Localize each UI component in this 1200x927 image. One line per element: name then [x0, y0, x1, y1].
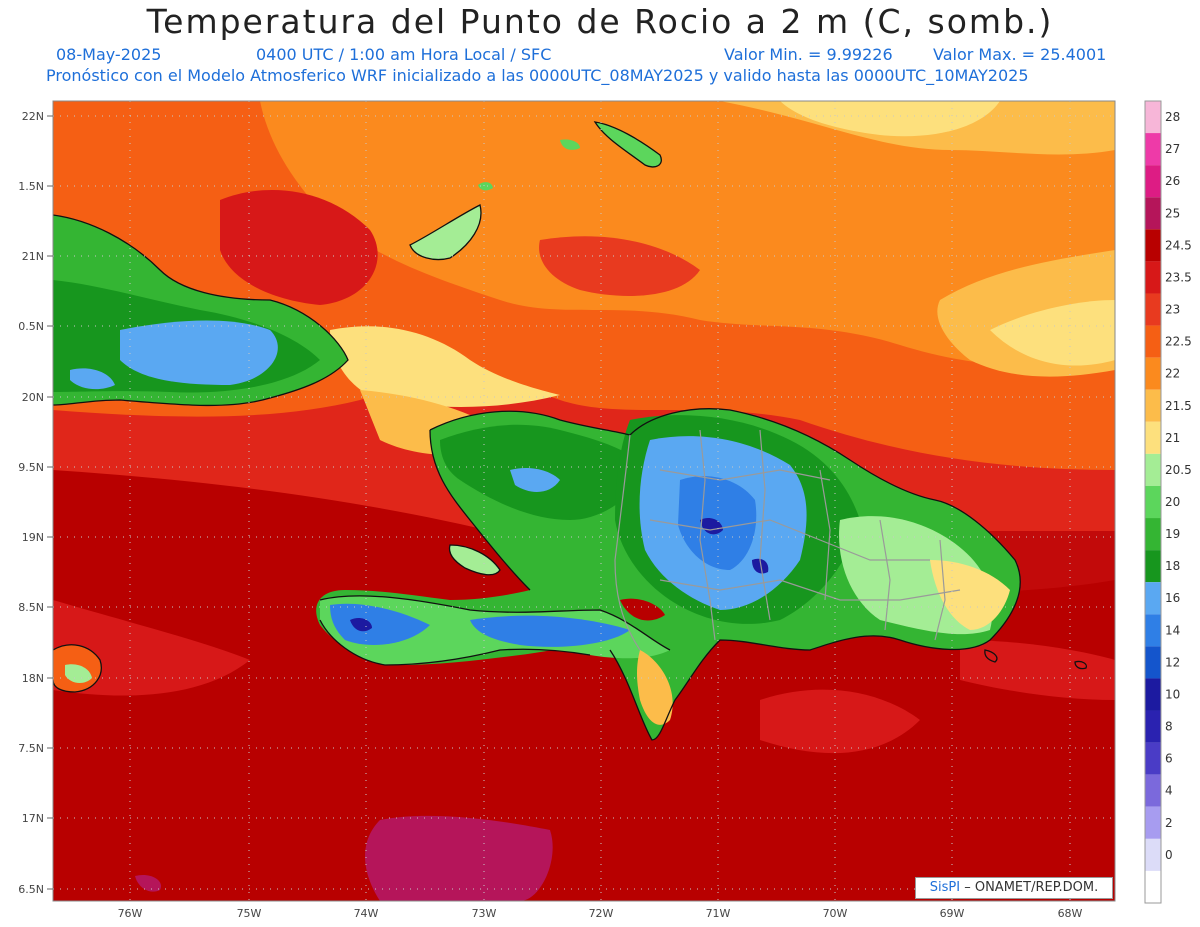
- lat-ticks: [47, 115, 53, 890]
- legend-swatch: [1145, 870, 1161, 903]
- legend-label: 6: [1165, 752, 1173, 766]
- legend-label: 23.5: [1165, 270, 1192, 284]
- lat-label: 9.5N: [18, 461, 44, 474]
- legend-swatch: [1145, 710, 1161, 743]
- lat-label: 7.5N: [18, 742, 44, 755]
- legend-swatch: [1145, 582, 1161, 615]
- lon-label: 74W: [354, 907, 379, 920]
- lat-label: 1.5N: [18, 180, 44, 193]
- lat-label: 17N: [22, 812, 44, 825]
- legend-swatch: [1145, 293, 1161, 326]
- lon-label: 70W: [823, 907, 848, 920]
- legend-swatch: [1145, 742, 1161, 775]
- legend-label: 21: [1165, 431, 1180, 445]
- lat-label: 20N: [22, 391, 44, 404]
- forecast-time: 0400 UTC / 1:00 am Hora Local / SFC: [256, 45, 552, 64]
- legend-swatch: [1145, 838, 1161, 871]
- lon-label: 71W: [706, 907, 731, 920]
- min-value: Valor Min. = 9.99226: [724, 45, 893, 64]
- legend-swatch: [1145, 229, 1161, 262]
- legend-swatch: [1145, 389, 1161, 422]
- legend-swatch: [1145, 325, 1161, 358]
- lon-label: 73W: [472, 907, 497, 920]
- lat-label: 19N: [22, 531, 44, 544]
- lat-axis: 22N 1.5N 21N 0.5N 20N 9.5N 19N 8.5N 18N …: [18, 110, 44, 896]
- legend-swatch: [1145, 133, 1161, 166]
- legend-swatch: [1145, 261, 1161, 294]
- legend-label: 20.5: [1165, 463, 1192, 477]
- legend-swatch: [1145, 774, 1161, 807]
- legend-swatch: [1145, 101, 1161, 134]
- legend-label: 4: [1165, 784, 1173, 798]
- legend-swatch: [1145, 646, 1161, 679]
- lat-label: 22N: [22, 110, 44, 123]
- lon-axis: 76W 75W 74W 73W 72W 71W 70W 69W 68W: [118, 907, 1083, 920]
- legend-label: 23: [1165, 303, 1180, 317]
- legend-label: 0: [1165, 848, 1173, 862]
- forecast-date: 08-May-2025: [56, 45, 162, 64]
- legend-label: 24.5: [1165, 238, 1192, 252]
- lat-label: 8.5N: [18, 601, 44, 614]
- lat-label: 0.5N: [18, 320, 44, 333]
- legend-label: 8: [1165, 720, 1173, 734]
- legend-swatch: [1145, 357, 1161, 390]
- legend-label: 26: [1165, 174, 1180, 188]
- legend-swatch: [1145, 806, 1161, 839]
- legend-swatch: [1145, 485, 1161, 519]
- legend-swatch: [1145, 197, 1161, 230]
- legend-frame: [1144, 100, 1162, 904]
- legend-swatch: [1145, 550, 1161, 583]
- legend-label: 28: [1165, 110, 1180, 124]
- lon-label: 76W: [118, 907, 143, 920]
- legend-label: 18: [1165, 559, 1180, 573]
- lon-label: 75W: [237, 907, 262, 920]
- legend-swatch: [1145, 678, 1161, 711]
- legend-swatch: [1145, 614, 1161, 647]
- legend-swatch: [1145, 421, 1161, 454]
- map-frame: [52, 100, 1116, 902]
- legend-label: 19: [1165, 527, 1180, 541]
- lat-label: 21N: [22, 250, 44, 263]
- legend-swatch: [1145, 165, 1161, 198]
- lon-label: 68W: [1058, 907, 1083, 920]
- lat-label: 6.5N: [18, 883, 44, 896]
- credit-box: SisPI – ONAMET/REP.DOM.: [915, 877, 1113, 899]
- legend-label: 25: [1165, 206, 1180, 220]
- legend-label: 20: [1165, 495, 1180, 509]
- legend-label: 10: [1165, 687, 1180, 701]
- legend-label: 16: [1165, 591, 1180, 605]
- province-borders: [614, 429, 961, 651]
- legend-swatch: [1145, 453, 1161, 486]
- lon-label: 72W: [589, 907, 614, 920]
- sispi-logo: SisPI: [929, 880, 961, 895]
- map-field: [53, 101, 1115, 901]
- legend-label: 21.5: [1165, 399, 1192, 413]
- legend-label: 2: [1165, 816, 1173, 830]
- model-info: Pronóstico con el Modelo Atmosferico WRF…: [46, 66, 1029, 85]
- legend-label: 22: [1165, 367, 1180, 381]
- legend-label: 27: [1165, 142, 1180, 156]
- legend-label: 22.5: [1165, 335, 1192, 349]
- max-value: Valor Max. = 25.4001: [933, 45, 1107, 64]
- legend-label: 12: [1165, 655, 1180, 669]
- coastlines: [53, 121, 1088, 741]
- legend-swatch: [1145, 518, 1161, 551]
- color-legend: 2827262524.523.52322.52221.52120.5201918…: [1144, 100, 1192, 904]
- legend-label: 14: [1165, 623, 1180, 637]
- graticule: [53, 101, 1115, 901]
- map-title: Temperatura del Punto de Rocio a 2 m (C,…: [146, 2, 1054, 41]
- lat-label: 18N: [22, 672, 44, 685]
- credit-text: – ONAMET/REP.DOM.: [960, 880, 1099, 895]
- lon-label: 69W: [940, 907, 965, 920]
